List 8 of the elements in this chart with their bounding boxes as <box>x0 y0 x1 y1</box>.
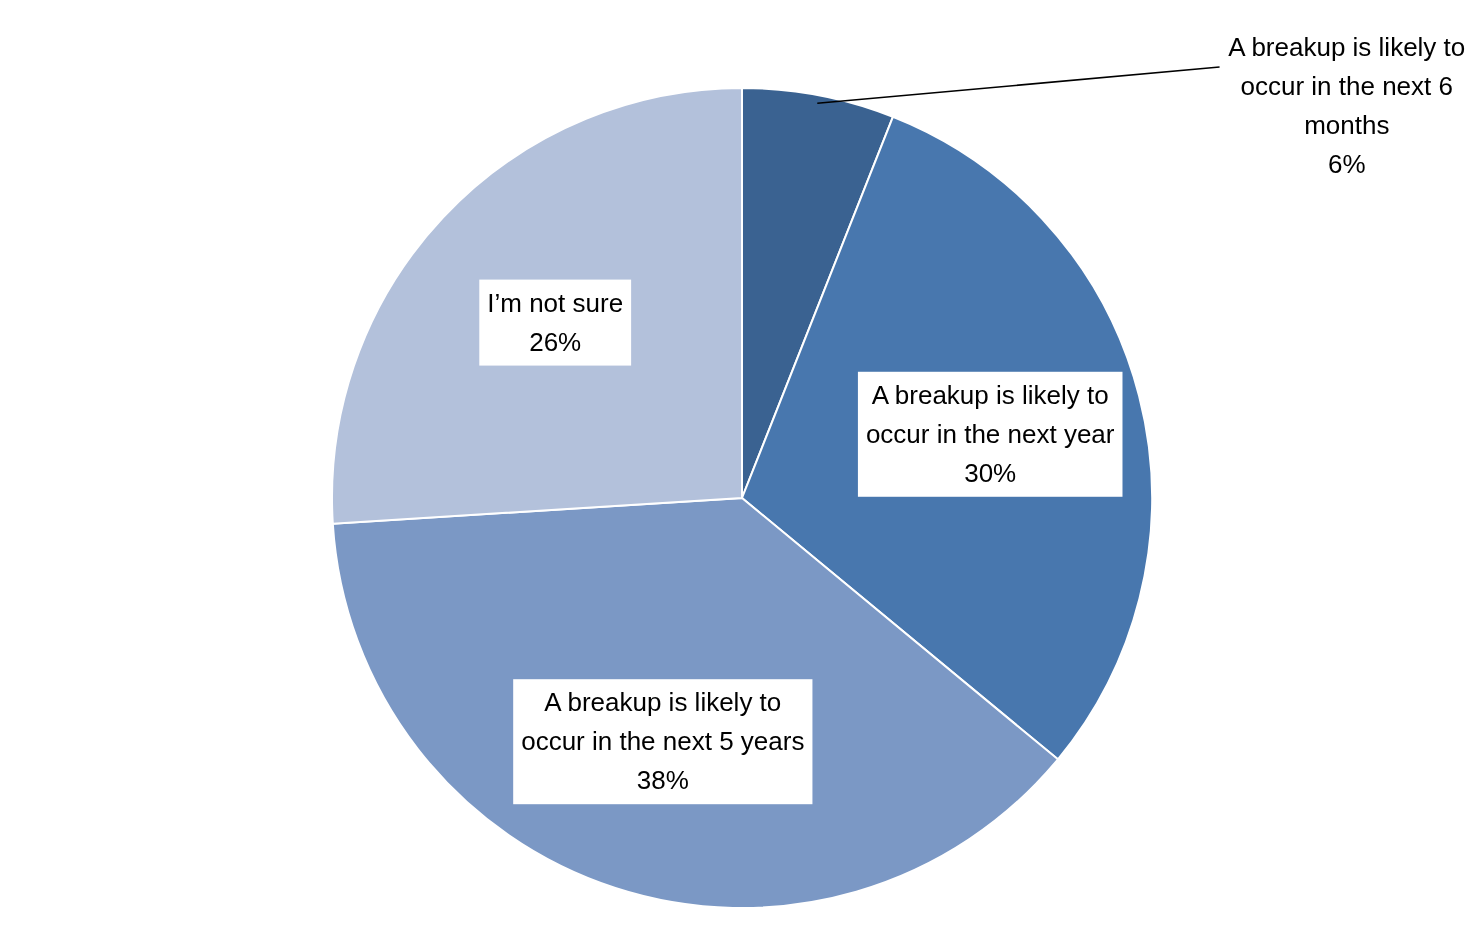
slice-label: A breakup is likely to occur in the next 5 years <box>521 687 805 757</box>
data-label: 26% <box>529 326 582 357</box>
data-label: 38% <box>636 765 689 796</box>
slice-label: I’m not sure <box>487 287 624 318</box>
slice-label: A breakup is likely to occur in the next year <box>865 379 1115 449</box>
data-label: 6% <box>1327 149 1366 179</box>
slice-label: A breakup is likely to occur in the next 6 months <box>1228 32 1466 140</box>
data-label: 30% <box>964 457 1017 488</box>
